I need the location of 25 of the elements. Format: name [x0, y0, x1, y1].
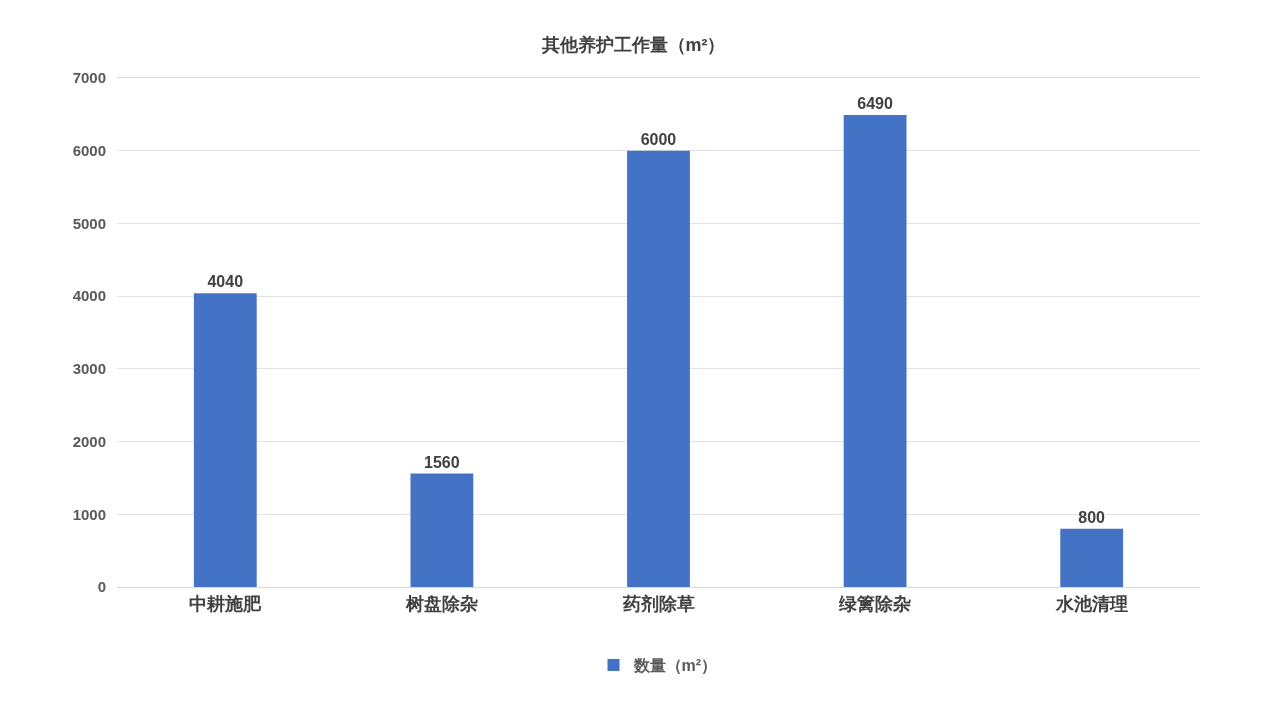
- x-tick-label: 药剂除草: [621, 593, 695, 614]
- y-tick-label: 3000: [72, 360, 106, 378]
- data-label: 4040: [207, 273, 244, 291]
- bar: [193, 293, 257, 587]
- bar: [843, 115, 907, 587]
- x-tick-label: 水池清理: [1054, 593, 1128, 614]
- legend-label: 数量（m²）: [632, 657, 718, 676]
- data-label: 6000: [640, 130, 677, 148]
- y-tick-label: 5000: [72, 214, 106, 232]
- x-tick-label: 树盘除杂: [404, 593, 478, 614]
- y-tick-label: 6000: [72, 141, 106, 159]
- bar: [627, 150, 690, 587]
- data-label: 6490: [857, 95, 893, 113]
- data-label: 800: [1078, 508, 1106, 526]
- y-tick-label: 7000: [72, 69, 106, 87]
- x-tick-label: 中耕施肥: [189, 593, 263, 614]
- x-tick-label: 绿篱除杂: [838, 593, 912, 614]
- y-tick-label: 0: [97, 578, 106, 596]
- data-label: 1560: [424, 453, 460, 471]
- y-tick-label: 1000: [72, 505, 106, 523]
- chart-title: 其他养护工作量（m²）: [540, 34, 726, 55]
- bar: [1060, 528, 1124, 587]
- y-tick-label: 2000: [72, 432, 106, 450]
- y-tick-label: 4000: [72, 287, 106, 305]
- bar: [410, 473, 474, 587]
